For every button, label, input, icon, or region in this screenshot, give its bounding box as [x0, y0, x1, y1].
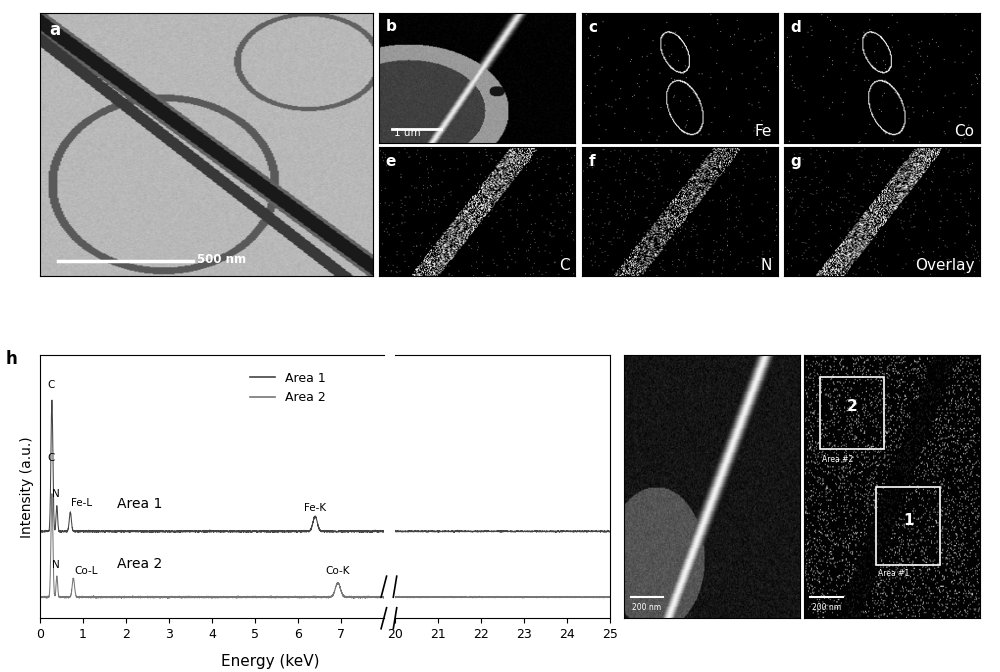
- Text: 200 nm: 200 nm: [812, 603, 841, 612]
- Text: 2: 2: [847, 398, 858, 413]
- Text: C: C: [48, 453, 55, 463]
- Text: b: b: [386, 19, 397, 34]
- Bar: [820, 378, 884, 449]
- Text: 1 um: 1 um: [394, 128, 420, 138]
- Text: 500 nm: 500 nm: [197, 253, 246, 266]
- Text: e: e: [386, 154, 396, 169]
- Text: Area 2: Area 2: [117, 556, 163, 571]
- Bar: [876, 487, 940, 565]
- Text: a: a: [49, 21, 61, 39]
- Text: 200 nm: 200 nm: [632, 603, 661, 612]
- Legend: Area 1, Area 2: Area 1, Area 2: [245, 367, 330, 409]
- Text: Fe-L: Fe-L: [71, 497, 92, 507]
- Text: Fe-K: Fe-K: [304, 503, 326, 513]
- Text: Overlay: Overlay: [915, 258, 975, 273]
- Text: f: f: [588, 154, 595, 169]
- Text: Area #1: Area #1: [878, 569, 909, 578]
- Text: Co-L: Co-L: [74, 566, 97, 576]
- Text: Co: Co: [955, 124, 975, 139]
- Text: Energy (keV): Energy (keV): [221, 654, 319, 669]
- Text: C: C: [48, 380, 55, 390]
- Text: h: h: [6, 350, 17, 368]
- Text: C: C: [559, 258, 570, 273]
- Text: Area 1: Area 1: [117, 497, 163, 511]
- Text: Area #2: Area #2: [822, 455, 853, 464]
- Y-axis label: Intensity (a.u.): Intensity (a.u.): [20, 436, 34, 538]
- Text: Fe: Fe: [755, 124, 772, 139]
- Text: 1: 1: [903, 513, 914, 528]
- Text: c: c: [588, 20, 597, 35]
- Text: N: N: [761, 258, 772, 273]
- Text: N: N: [52, 560, 60, 570]
- Text: N: N: [52, 489, 60, 499]
- Text: g: g: [791, 154, 802, 169]
- Text: d: d: [791, 20, 802, 35]
- Text: Co-K: Co-K: [326, 566, 350, 576]
